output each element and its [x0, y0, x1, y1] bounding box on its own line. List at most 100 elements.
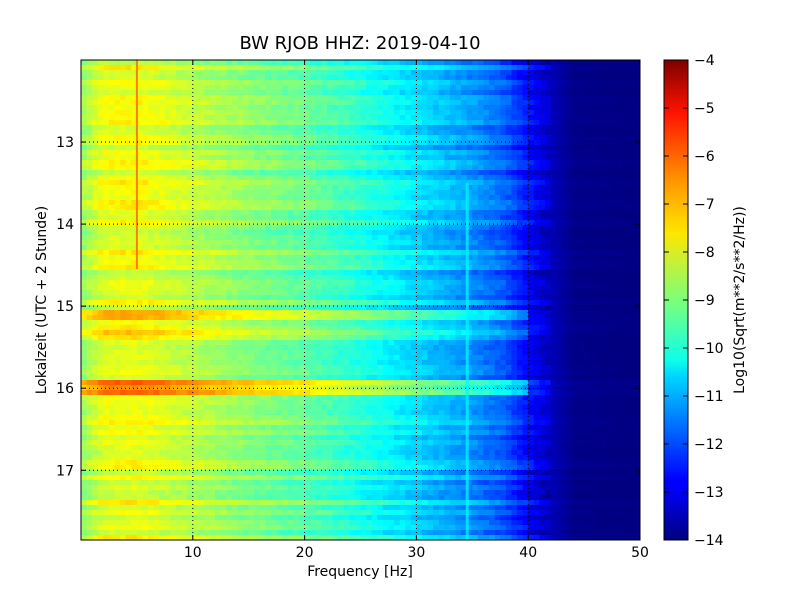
heatmap-cell [550, 75, 557, 81]
heatmap-cell [192, 305, 199, 311]
heatmap-cell [114, 115, 121, 121]
heatmap-cell [81, 95, 88, 101]
heatmap-cell [388, 170, 395, 176]
heatmap-cell [561, 130, 568, 136]
heatmap-cell [623, 200, 630, 206]
heatmap-cell [81, 295, 88, 301]
heatmap-cell [231, 205, 239, 211]
heatmap-cell [589, 270, 596, 276]
heatmap-cell [332, 85, 339, 91]
heatmap-cell [421, 270, 429, 276]
heatmap-cell [164, 65, 172, 71]
heatmap-cell [86, 185, 93, 191]
heatmap-cell [153, 65, 160, 71]
heatmap-cell [349, 110, 356, 116]
heatmap-cell [81, 120, 88, 126]
heatmap-cell [382, 220, 390, 226]
heatmap-cell [517, 175, 524, 181]
heatmap-cell [148, 105, 155, 111]
heatmap-cell [237, 200, 244, 206]
heatmap-cell [148, 115, 155, 121]
heatmap-cell [533, 215, 540, 221]
heatmap-cell [248, 295, 255, 301]
heatmap-cell [612, 280, 619, 286]
heatmap-cell [433, 185, 440, 191]
heatmap-cell [131, 100, 138, 106]
heatmap-cell [198, 265, 205, 271]
heatmap-cell [349, 235, 356, 241]
heatmap-cell [203, 95, 211, 101]
heatmap-cell [164, 195, 172, 201]
heatmap-cell [405, 130, 412, 136]
heatmap-cell [198, 180, 205, 186]
heatmap-cell [500, 145, 507, 151]
heatmap-cell [148, 185, 155, 191]
heatmap-cell [125, 115, 132, 121]
heatmap-cell [265, 285, 272, 291]
heatmap-cell [466, 175, 473, 181]
heatmap-cell [315, 135, 322, 141]
heatmap-cell [584, 85, 591, 91]
heatmap-cell [494, 95, 501, 101]
heatmap-cell [131, 210, 138, 216]
heatmap-cell [410, 140, 417, 146]
heatmap-cell [394, 160, 401, 166]
heatmap-cell [326, 100, 334, 106]
heatmap-cell [176, 140, 183, 146]
heatmap-cell [254, 280, 261, 286]
heatmap-cell [131, 295, 138, 301]
heatmap-cell [315, 265, 322, 271]
heatmap-cell [388, 150, 395, 156]
heatmap-cell [511, 215, 518, 221]
heatmap-cell [97, 275, 104, 281]
heatmap-cell [539, 135, 546, 141]
heatmap-cell [114, 240, 121, 246]
heatmap-cell [628, 290, 636, 296]
heatmap-cell [360, 255, 367, 261]
heatmap-cell [606, 240, 613, 246]
heatmap-cell [114, 60, 121, 66]
heatmap-cell [159, 230, 166, 236]
heatmap-cell [265, 160, 272, 166]
heatmap-cell [153, 210, 160, 216]
heatmap-cell [438, 130, 445, 136]
heatmap-cell [606, 110, 613, 116]
heatmap-cell [310, 145, 317, 151]
heatmap-cell [293, 270, 300, 276]
heatmap-cell [623, 150, 630, 156]
heatmap-cell [349, 270, 356, 276]
heatmap-cell [310, 180, 317, 186]
heatmap-cell [142, 80, 149, 86]
heatmap-cell [243, 220, 250, 226]
heatmap-cell [544, 220, 552, 226]
heatmap-cell [259, 115, 267, 121]
heatmap-cell [427, 110, 434, 116]
heatmap-cell [410, 270, 417, 276]
heatmap-cell [332, 170, 339, 176]
heatmap-cell [360, 80, 367, 86]
heatmap-cell [394, 80, 401, 86]
heatmap-cell [131, 155, 138, 161]
heatmap-cell [634, 90, 640, 96]
heatmap-cell [539, 215, 546, 221]
heatmap-cell [231, 155, 239, 161]
heatmap-cell [142, 130, 149, 136]
heatmap-cell [405, 155, 412, 161]
heatmap-cell [371, 265, 378, 271]
heatmap-cell [354, 270, 362, 276]
heatmap-cell [617, 195, 624, 201]
heatmap-cell [421, 185, 429, 191]
heatmap-cell [293, 130, 300, 136]
heatmap-cell [97, 75, 104, 81]
heatmap-cell [259, 210, 267, 216]
heatmap-cell [489, 250, 496, 256]
heatmap-cell [148, 265, 155, 271]
heatmap-cell [114, 275, 121, 281]
heatmap-cell [634, 215, 640, 221]
heatmap-cell [321, 120, 328, 126]
heatmap-cell [617, 100, 624, 106]
heatmap-cell [556, 245, 563, 251]
heatmap-cell [321, 305, 328, 311]
heatmap-cell [103, 90, 110, 96]
heatmap-cell [477, 115, 485, 121]
